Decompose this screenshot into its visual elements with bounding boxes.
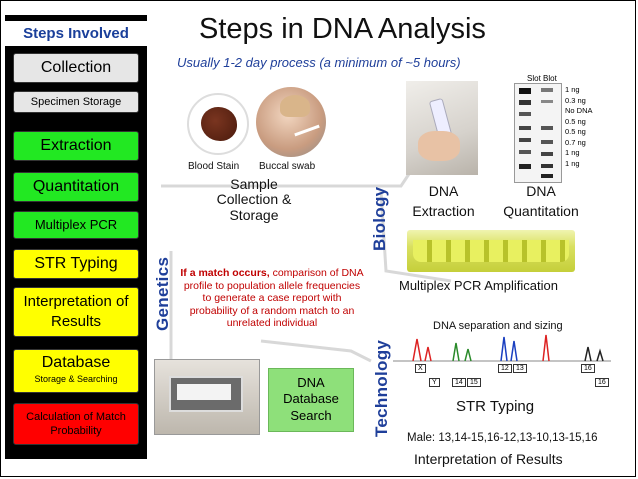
connector-lines [161, 170, 452, 371]
interpretation-caption: Interpretation of Results [414, 451, 563, 467]
page-subtitle: Usually 1-2 day process (a minimum of ~5… [177, 55, 461, 70]
buccal-swab-label: Buccal swab [259, 161, 316, 172]
dna-extraction-caption: DNA Extraction [412, 183, 475, 220]
page-title: Steps in DNA Analysis [199, 13, 486, 45]
blood-stain-image [187, 93, 249, 155]
allele-box: 16 [595, 378, 609, 387]
database-machine-image [154, 359, 260, 435]
multiplex-pcr-caption: Multiplex PCR Amplification [399, 278, 558, 293]
blot-label: 0.5 ng [565, 127, 586, 136]
allele-box: X [415, 364, 426, 373]
blot-label: 0.5 ng [565, 116, 586, 126]
buccal-swab-image [256, 87, 326, 157]
allele-box: 13 [513, 364, 527, 373]
step-extraction: Extraction [13, 131, 139, 161]
step-label: Quantitation [32, 178, 120, 195]
step-label: Interpretation of Results [23, 293, 129, 330]
step-specimen-storage: Specimen Storage [13, 91, 139, 113]
step-label: Extraction [40, 137, 112, 154]
slot-blot-labels: 1 ng 0.3 ng No DNA 0.5 ng 0.5 ng 0.7 ng … [565, 85, 593, 169]
pcr-tubes-image [407, 230, 575, 272]
blood-stain-label: Blood Stain [188, 161, 240, 172]
step-label: Specimen Storage [30, 96, 122, 108]
male-profile-line: Male: 13,14-15,16-12,13-10,13-15,16 [407, 432, 598, 444]
slot-blot-image [514, 83, 562, 183]
steps-sidebar: Steps Involved Collection Specimen Stora… [5, 15, 147, 459]
slot-blot-title: Slot Blot [527, 74, 557, 83]
database-caption: DNA Database Search [283, 375, 339, 423]
step-database: Database Storage & Searching [13, 349, 139, 393]
allele-box: 15 [467, 378, 481, 387]
blot-label: 1 ng [565, 148, 580, 157]
match-text: comparison of DNA profile to population … [183, 267, 364, 330]
step-sub-label: Storage & Searching [34, 374, 118, 384]
dna-separation-label: DNA separation and sizing [433, 320, 563, 332]
dna-quantitation-caption: DNA Quantitation [503, 183, 579, 220]
biology-label: Biology [370, 186, 389, 251]
step-label: Collection [40, 59, 112, 76]
genetics-label: Genetics [153, 256, 172, 331]
allele-box: 14 [452, 378, 466, 387]
step-quantitation: Quantitation [13, 172, 139, 202]
match-description: If a match occurs, comparison of DNA pro… [179, 267, 365, 330]
match-lead: If a match occurs, [180, 267, 270, 279]
blot-label: 0.7 ng [565, 137, 586, 147]
allele-box: 12 [498, 364, 512, 373]
sidebar-title: Steps Involved [5, 21, 147, 46]
blot-label: 1 ng [565, 85, 580, 94]
electropherogram [393, 334, 611, 362]
step-calculation: Calculation of Match Probability [13, 403, 139, 445]
allele-box: 16 [581, 364, 595, 373]
allele-box: Y [429, 378, 440, 387]
step-collection: Collection [13, 53, 139, 83]
str-typing-caption: STR Typing [456, 398, 535, 415]
technology-label: Technology [372, 339, 391, 437]
blot-label: No DNA [565, 106, 593, 115]
blot-label: 1 ng [565, 158, 580, 168]
blot-label: 0.3 ng [565, 95, 586, 105]
step-interpretation: Interpretation of Results [13, 287, 139, 337]
step-label: Multiplex PCR [34, 217, 118, 232]
step-str-typing: STR Typing [13, 249, 139, 279]
step-label: Database [41, 354, 111, 371]
dna-extraction-image [406, 81, 478, 175]
step-label: STR Typing [34, 255, 118, 272]
step-label: Calculation of Match Probability [26, 411, 126, 437]
dna-database-search-box: DNA Database Search [268, 368, 354, 432]
sample-collection-caption: Sample Collection & Storage [216, 176, 292, 223]
step-multiplex-pcr: Multiplex PCR [13, 211, 139, 239]
